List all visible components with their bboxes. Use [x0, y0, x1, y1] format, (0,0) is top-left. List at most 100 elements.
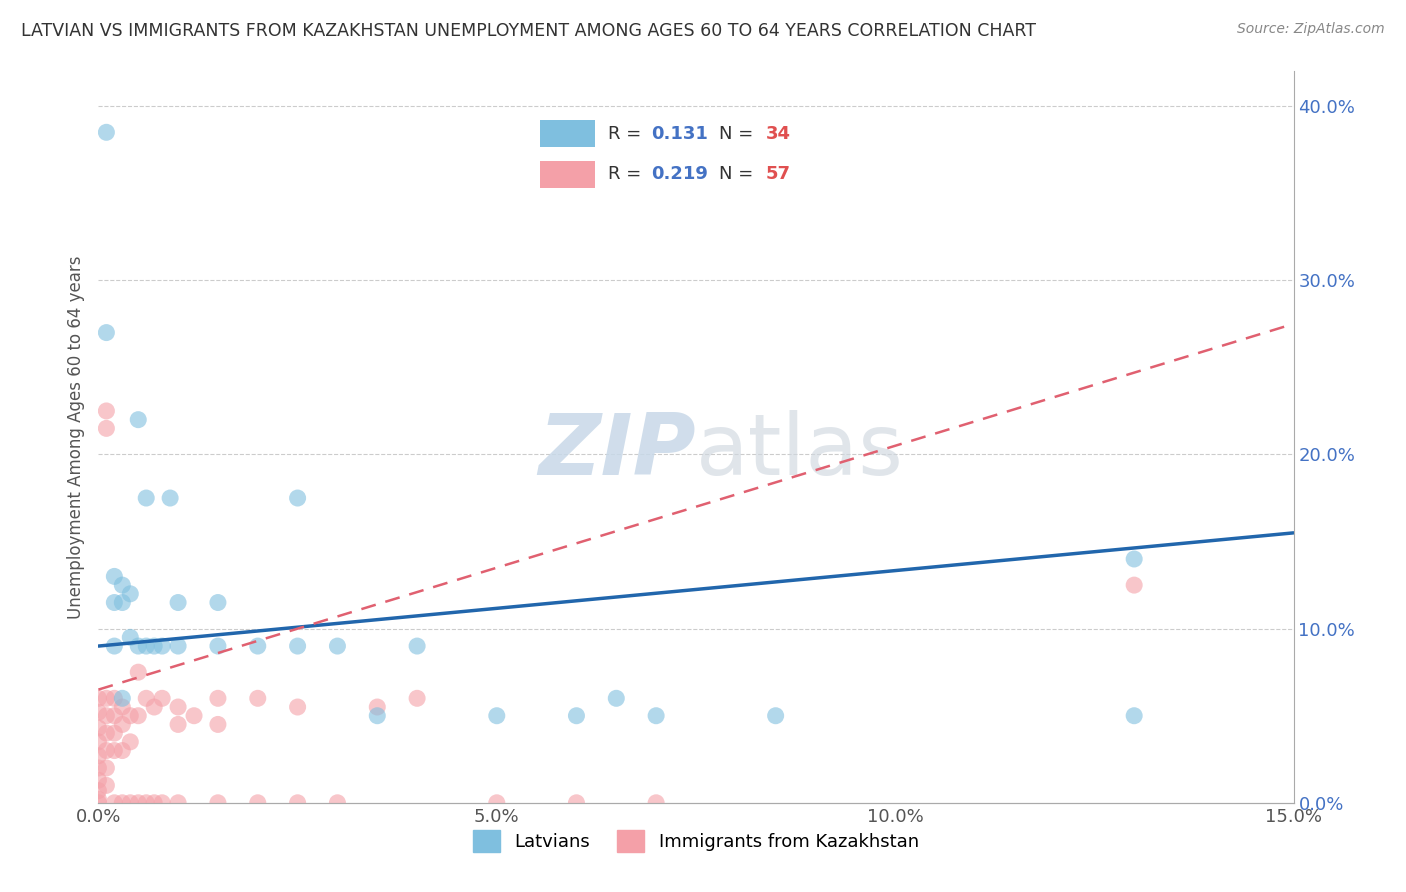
Point	[87, 761, 110, 775]
Text: ZIP: ZIP	[538, 410, 696, 493]
Point	[103, 595, 125, 609]
Point	[207, 595, 229, 609]
Text: R =: R =	[607, 165, 647, 183]
Point	[143, 796, 166, 810]
Point	[167, 595, 190, 609]
Point	[87, 735, 110, 749]
Point	[87, 783, 110, 797]
Text: 0.219: 0.219	[651, 165, 707, 183]
Text: N =: N =	[718, 125, 759, 143]
Text: atlas: atlas	[696, 410, 904, 493]
Point	[287, 796, 309, 810]
Point	[87, 691, 110, 706]
Point	[150, 639, 173, 653]
Point	[207, 639, 229, 653]
Point	[103, 708, 125, 723]
Point	[87, 773, 110, 788]
Point	[246, 639, 269, 653]
Point	[246, 796, 269, 810]
Point	[96, 326, 118, 340]
Point	[111, 691, 134, 706]
Point	[96, 761, 118, 775]
Point	[605, 691, 627, 706]
Point	[167, 639, 190, 653]
Point	[150, 691, 173, 706]
Point	[645, 796, 668, 810]
Point	[87, 705, 110, 719]
Point	[135, 639, 157, 653]
Point	[406, 691, 429, 706]
Text: 0.131: 0.131	[651, 125, 707, 143]
Point	[120, 708, 142, 723]
Point	[96, 708, 118, 723]
Point	[120, 796, 142, 810]
Text: 57: 57	[765, 165, 790, 183]
Point	[127, 412, 149, 426]
Point	[87, 796, 110, 810]
Point	[287, 700, 309, 714]
Text: LATVIAN VS IMMIGRANTS FROM KAZAKHSTAN UNEMPLOYMENT AMONG AGES 60 TO 64 YEARS COR: LATVIAN VS IMMIGRANTS FROM KAZAKHSTAN UN…	[21, 22, 1036, 40]
Point	[485, 708, 508, 723]
Point	[135, 796, 157, 810]
Point	[287, 491, 309, 505]
Point	[87, 748, 110, 763]
Point	[96, 125, 118, 139]
Point	[326, 639, 349, 653]
Point	[127, 708, 149, 723]
Point	[103, 796, 125, 810]
Point	[1123, 578, 1146, 592]
Point	[96, 743, 118, 757]
Point	[143, 700, 166, 714]
Point	[1123, 552, 1146, 566]
Point	[207, 717, 229, 731]
FancyBboxPatch shape	[540, 161, 595, 188]
Point	[485, 796, 508, 810]
Text: Source: ZipAtlas.com: Source: ZipAtlas.com	[1237, 22, 1385, 37]
Point	[96, 726, 118, 740]
Point	[111, 578, 134, 592]
Point	[159, 491, 181, 505]
Point	[96, 691, 118, 706]
Point	[103, 691, 125, 706]
Point	[366, 708, 388, 723]
Point	[96, 404, 118, 418]
Point	[135, 691, 157, 706]
Point	[111, 717, 134, 731]
Point	[565, 708, 588, 723]
Point	[565, 796, 588, 810]
Point	[645, 708, 668, 723]
Text: R =: R =	[607, 125, 647, 143]
Point	[87, 792, 110, 806]
FancyBboxPatch shape	[540, 120, 595, 147]
Point	[127, 639, 149, 653]
Point	[103, 726, 125, 740]
Point	[103, 569, 125, 583]
Y-axis label: Unemployment Among Ages 60 to 64 years: Unemployment Among Ages 60 to 64 years	[66, 255, 84, 619]
Point	[167, 796, 190, 810]
Point	[143, 639, 166, 653]
Point	[111, 796, 134, 810]
Point	[326, 796, 349, 810]
Point	[167, 717, 190, 731]
Text: 34: 34	[765, 125, 790, 143]
Point	[120, 631, 142, 645]
Point	[111, 700, 134, 714]
Point	[366, 700, 388, 714]
Point	[246, 691, 269, 706]
Point	[111, 595, 134, 609]
Point	[287, 639, 309, 653]
Point	[135, 491, 157, 505]
Point	[207, 796, 229, 810]
Point	[96, 778, 118, 792]
Point	[96, 421, 118, 435]
Point	[111, 743, 134, 757]
Legend: Latvians, Immigrants from Kazakhstan: Latvians, Immigrants from Kazakhstan	[465, 823, 927, 860]
Point	[1123, 708, 1146, 723]
Point	[183, 708, 205, 723]
Point	[765, 708, 787, 723]
Text: N =: N =	[718, 165, 759, 183]
Point	[120, 735, 142, 749]
Point	[406, 639, 429, 653]
Point	[207, 691, 229, 706]
Point	[167, 700, 190, 714]
